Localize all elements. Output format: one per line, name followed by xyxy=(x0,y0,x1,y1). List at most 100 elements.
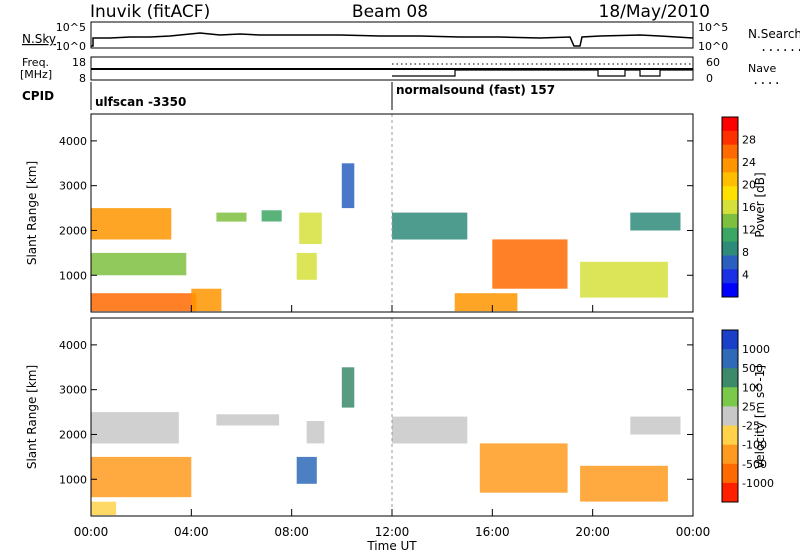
velocity-ylabel: Slant Range [km] xyxy=(25,365,39,469)
nsky-trace xyxy=(91,32,694,47)
nave-label: Nave xyxy=(748,62,776,75)
nave-tick-bottom: 0 xyxy=(706,72,713,85)
velocity-region-3 xyxy=(216,414,280,426)
velocity-colorbar-label: Velocity [m s^-1] xyxy=(753,365,767,469)
velocity-ytick-label: 2000 xyxy=(59,428,87,441)
power-ytick-label: 2000 xyxy=(59,224,87,237)
nave-tick-top: 60 xyxy=(706,56,720,69)
x-tick-label: 20:00 xyxy=(575,525,610,539)
power-ytick-label: 1000 xyxy=(59,269,87,282)
velocity-colorbar-tick: 500 xyxy=(742,362,763,375)
power-colorbar-tick: 24 xyxy=(742,156,756,169)
velocity-region-10 xyxy=(630,416,681,435)
x-tick-label: 12:00 xyxy=(375,525,410,539)
power-colorbar-cell xyxy=(722,269,738,284)
nsky-tick-bottom: 10^0 xyxy=(56,40,86,53)
power-region-3 xyxy=(191,288,222,312)
velocity-region-8 xyxy=(479,443,568,493)
power-colorbar-cell xyxy=(722,130,738,146)
power-colorbar: 28 24 20 16 12 8 4 xyxy=(721,116,756,298)
x-tick-label: 04:00 xyxy=(174,525,209,539)
velocity-colorbar-cell xyxy=(722,387,738,407)
velocity-colorbar-tick: -100 xyxy=(742,439,767,452)
power-y-axis: 1000 2000 3000 4000 xyxy=(59,135,693,282)
nsky-frame xyxy=(90,21,694,49)
power-region-4 xyxy=(216,212,247,222)
nsearch-legend-dots: ...... xyxy=(760,40,800,54)
power-colorbar-tick: 4 xyxy=(742,269,749,282)
power-region-1 xyxy=(91,252,187,276)
power-ylabel: Slant Range [km] xyxy=(25,161,39,265)
cpid-label: CPID xyxy=(22,89,54,103)
power-region-5 xyxy=(261,210,282,222)
power-region-0 xyxy=(91,293,197,312)
cpid-strip: CPID ulfscan -3350 normalsound (fast) 15… xyxy=(22,82,555,110)
power-colorbar-cell xyxy=(722,283,738,298)
power-panel: 1000 2000 3000 4000 Slant Range [km] 28 24 20… xyxy=(25,113,767,313)
power-colorbar-tick: 8 xyxy=(742,246,749,259)
power-region-12 xyxy=(580,261,668,298)
power-colorbar-cell xyxy=(722,255,738,270)
velocity-region-9 xyxy=(580,465,668,502)
power-region-6 xyxy=(299,212,322,244)
power-colorbar-cell xyxy=(722,227,738,243)
power-region-10 xyxy=(492,239,568,289)
x-axis-label: Time UT xyxy=(366,539,417,553)
velocity-colorbar: 1000 500 100 25 -25 -100 -500 -1000 xyxy=(721,329,774,503)
velocity-region-6 xyxy=(341,367,355,408)
power-region-8 xyxy=(341,163,355,209)
velocity-region-0 xyxy=(91,456,192,498)
velocity-colorbar-cell xyxy=(722,463,738,484)
beam-title: Beam 08 xyxy=(352,2,428,22)
velocity-colorbar-cell xyxy=(722,444,738,465)
cpid-segment-label-2: normalsound (fast) 157 xyxy=(396,83,555,97)
nsearch-tick-top: 10^5 xyxy=(698,21,728,34)
date-title: 18/May/2010 xyxy=(599,2,711,22)
velocity-data xyxy=(91,318,681,516)
power-ytick-label: 3000 xyxy=(59,180,87,193)
x-tick-label: 00:00 xyxy=(676,525,711,539)
velocity-colorbar-tick: 1000 xyxy=(742,343,770,356)
velocity-region-4 xyxy=(296,456,317,484)
freq-tick-top: 18 xyxy=(72,56,86,69)
velocity-colorbar-tick: -25 xyxy=(742,420,760,433)
velocity-colorbar-tick: 25 xyxy=(742,400,756,413)
power-colorbar-cell xyxy=(722,200,738,215)
velocity-colorbar-cell xyxy=(722,368,738,388)
velocity-colorbar-cell xyxy=(722,425,738,446)
nsearch-label: N.Search xyxy=(748,27,800,41)
freq-strip: Freq. [MHz] 18 8 60 0 Nave .... xyxy=(20,56,781,87)
power-colorbar-tick: 20 xyxy=(742,179,756,192)
velocity-colorbar-cell xyxy=(722,349,738,369)
velocity-ytick-label: 4000 xyxy=(59,339,87,352)
velocity-ytick-label: 3000 xyxy=(59,384,87,397)
power-region-9 xyxy=(392,212,468,240)
power-colorbar-cell xyxy=(722,117,738,132)
velocity-colorbar-tick: 100 xyxy=(742,381,763,394)
cpid-segment-label-1: ulfscan -3350 xyxy=(95,95,186,109)
power-colorbar-cell xyxy=(722,172,738,187)
velocity-colorbar-cell xyxy=(722,330,738,350)
velocity-region-1 xyxy=(91,412,179,444)
velocity-region-2 xyxy=(91,501,117,516)
nsearch-tick-bottom: 10^0 xyxy=(698,40,728,53)
x-tick-label: 00:00 xyxy=(74,525,109,539)
nsky-label: N.Sky xyxy=(22,32,56,46)
nave-trace xyxy=(392,69,693,77)
power-region-2 xyxy=(91,208,172,240)
power-ytick-label: 4000 xyxy=(59,135,87,148)
velocity-colorbar-cell xyxy=(722,482,738,503)
power-colorbar-tick: 28 xyxy=(742,134,756,147)
power-colorbar-frame xyxy=(721,116,739,298)
freq-unit: [MHz] xyxy=(20,68,52,81)
time-axis: 00:00 04:00 08:00 12:00 16:00 20:00 00:00 xyxy=(74,305,711,539)
power-colorbar-cell xyxy=(722,213,738,229)
velocity-y-axis: 1000 2000 3000 4000 xyxy=(59,339,693,486)
power-colorbar-cell xyxy=(722,158,738,173)
velocity-ytick-label: 1000 xyxy=(59,473,87,486)
nsky-strip: N.Sky 10^5 10^0 10^5 10^0 N.Search .....… xyxy=(22,21,800,54)
freq-tick-bottom: 8 xyxy=(79,72,86,85)
power-region-7 xyxy=(296,252,317,280)
freq-label: Freq. xyxy=(22,56,49,69)
power-colorbar-cell xyxy=(722,241,738,256)
